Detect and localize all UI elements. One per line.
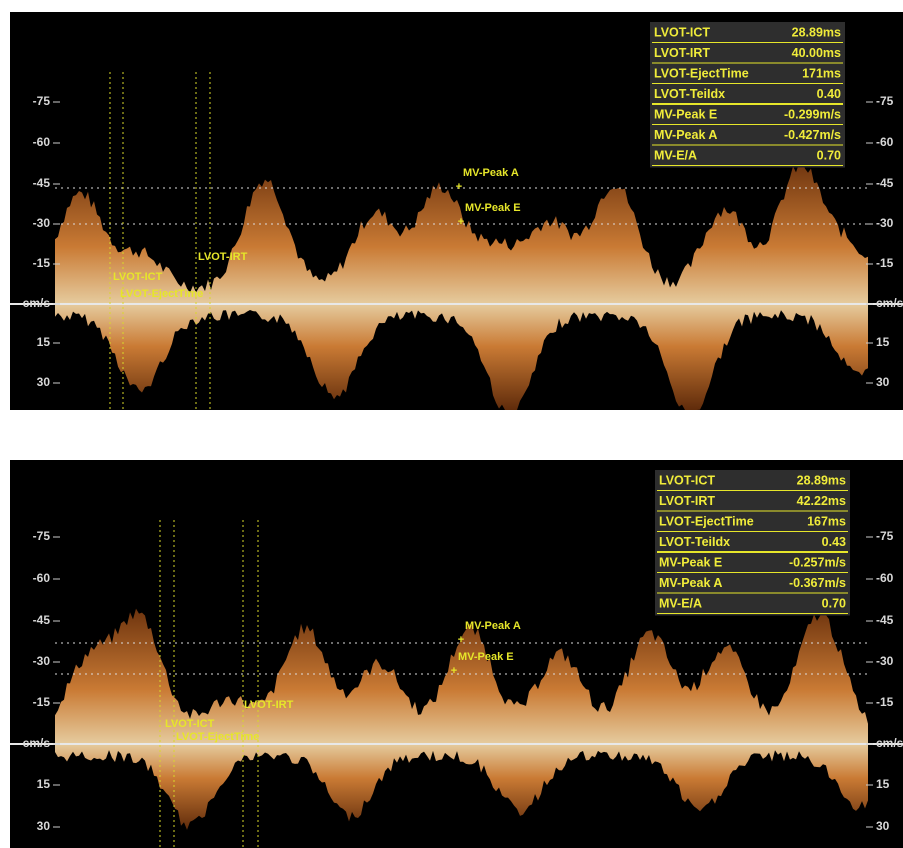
caliper-annotation: MV-Peak A: [463, 167, 519, 179]
scale-label-right: -60: [876, 135, 894, 149]
scale-label-left: 30: [37, 375, 51, 389]
caliper-annotation: MV-Peak E: [458, 651, 514, 663]
scale-label-right: 30: [876, 819, 890, 833]
scale-label-left: -45: [33, 176, 51, 190]
measurement-label: LVOT-IRT: [659, 494, 715, 508]
caliper-annotation: LVOT-IRT: [244, 699, 294, 711]
caliper-cross: +: [451, 665, 457, 677]
measurement-label: MV-Peak E: [654, 108, 717, 122]
scale-label-left: -15: [33, 256, 51, 270]
scale-label-left: -30: [33, 216, 51, 230]
measurement-value: -0.427m/s: [784, 128, 841, 142]
measurement-label: MV-Peak A: [659, 576, 722, 590]
measurement-label: LVOT-EjectTime: [659, 515, 754, 529]
measurement-value: -0.367m/s: [789, 576, 846, 590]
measurement-value: 28.89ms: [797, 474, 846, 488]
scale-label-left: cm/s: [23, 736, 51, 750]
measurement-label: MV-Peak A: [654, 128, 717, 142]
measurement-label: LVOT-EjectTime: [654, 67, 749, 81]
scale-label-right: 15: [876, 335, 890, 349]
measurement-label: LVOT-TeiIdx: [654, 87, 725, 101]
scale-label-right: -30: [876, 654, 894, 668]
caliper-annotation: MV-Peak E: [465, 202, 521, 214]
caliper-annotation: LVOT-EjectTime: [176, 731, 259, 743]
measurement-value: -0.257m/s: [789, 556, 846, 570]
scale-label-right: -45: [876, 176, 894, 190]
scale-label-right: 15: [876, 777, 890, 791]
scale-label-left: 30: [37, 819, 51, 833]
measurement-label: MV-Peak E: [659, 556, 722, 570]
scale-label-right: -75: [876, 94, 894, 108]
doppler-screen: -75 -60 -45 -30 -15 cm/s 15 30 -75 -60 -45 -30 -15 cm…: [0, 0, 903, 848]
measurement-label: LVOT-ICT: [659, 474, 715, 488]
scale-label-left: -15: [33, 695, 51, 709]
scale-label-left: cm/s: [23, 296, 51, 310]
caliper-cross: +: [456, 181, 462, 193]
measurement-value: 0.70: [822, 597, 846, 611]
caliper-annotation: LVOT-EjectTime: [120, 288, 203, 300]
measurement-value: 171ms: [802, 67, 841, 81]
scale-label-right: 30: [876, 375, 890, 389]
scale-label-right: -75: [876, 529, 894, 543]
measurement-label: MV-E/A: [654, 149, 697, 163]
caliper-annotation: LVOT-ICT: [165, 718, 215, 730]
measurement-value: 167ms: [807, 515, 846, 529]
doppler-panel: -75 -60 -45 -30 -15 cm/s 15 30 -75 -60 -45 -30 -15 cm…: [10, 460, 903, 848]
scale-label-left: -75: [33, 529, 51, 543]
measurement-value: 0.43: [822, 535, 846, 549]
measurement-value: 0.40: [817, 87, 841, 101]
measurement-label: MV-E/A: [659, 597, 702, 611]
measurement-value: -0.299m/s: [784, 108, 841, 122]
caliper-cross: +: [458, 634, 464, 646]
scale-label-right: -45: [876, 613, 894, 627]
measurement-value: 0.70: [817, 149, 841, 163]
measurement-value: 40.00ms: [792, 46, 841, 60]
scale-label-left: -30: [33, 654, 51, 668]
scale-label-left: -75: [33, 94, 51, 108]
caliper-cross: +: [458, 216, 464, 228]
measurement-label: LVOT-TeiIdx: [659, 535, 730, 549]
caliper-annotation: LVOT-IRT: [198, 251, 248, 263]
scale-label-left: 15: [37, 335, 51, 349]
caliper-annotation: LVOT-ICT: [113, 271, 163, 283]
scale-label-left: -45: [33, 613, 51, 627]
scale-label-right: cm/s: [876, 736, 903, 750]
scale-label-right: -15: [876, 256, 894, 270]
measurement-label: LVOT-IRT: [654, 46, 710, 60]
scale-label-left: -60: [33, 571, 51, 585]
measurement-label: LVOT-ICT: [654, 26, 710, 40]
caliper-annotation: MV-Peak A: [465, 620, 521, 632]
measurement-value: 42.22ms: [797, 494, 846, 508]
scale-label-left: 15: [37, 777, 51, 791]
measurement-value: 28.89ms: [792, 26, 841, 40]
scale-label-right: -15: [876, 695, 894, 709]
doppler-panel: -75 -60 -45 -30 -15 cm/s 15 30 -75 -60 -45 -30 -15 cm…: [10, 12, 903, 410]
scale-label-right: -30: [876, 216, 894, 230]
scale-label-left: -60: [33, 135, 51, 149]
scale-label-right: -60: [876, 571, 894, 585]
scale-label-right: cm/s: [876, 296, 903, 310]
